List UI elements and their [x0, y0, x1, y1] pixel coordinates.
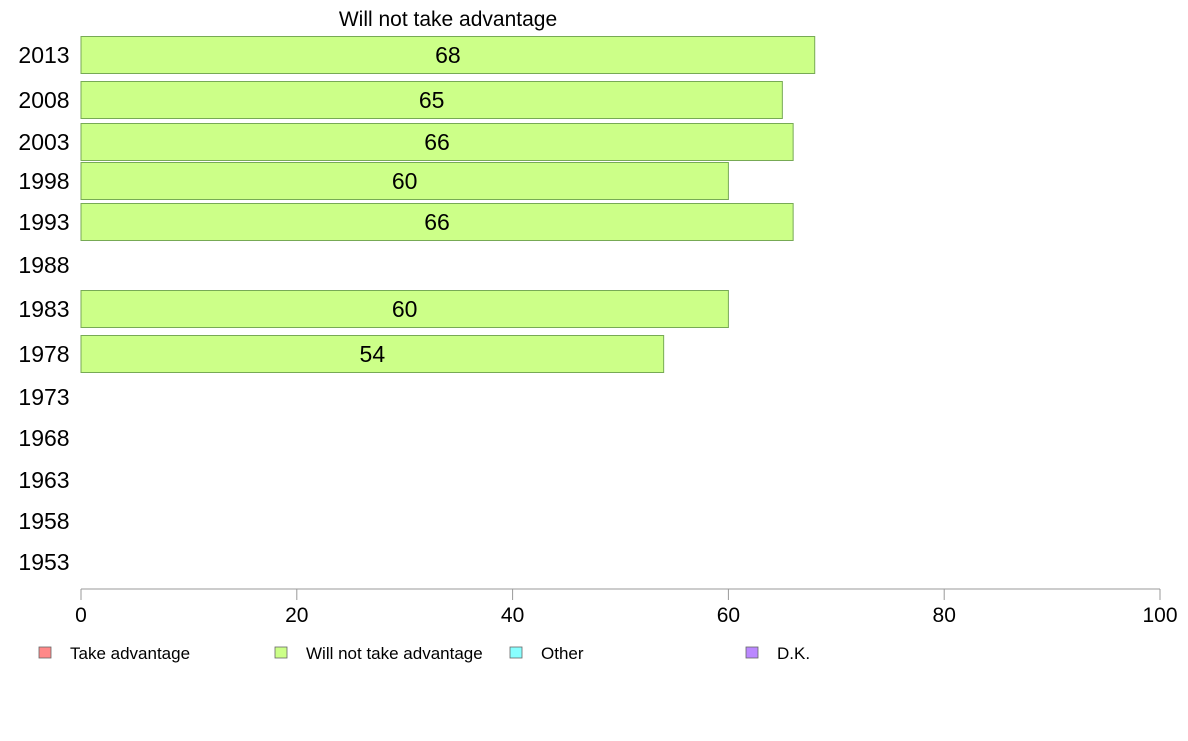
x-tick-label: 60: [717, 604, 740, 627]
y-tick-label: 1998: [18, 168, 69, 194]
legend-label: Will not take advantage: [306, 644, 483, 663]
legend-swatch: [274, 646, 288, 659]
y-tick-label: 1993: [18, 209, 69, 235]
y-tick-label: 2013: [18, 42, 69, 68]
y-tick-label: 1983: [18, 296, 69, 322]
chart-title: Will not take advantage: [339, 8, 557, 31]
x-tick-label: 40: [501, 604, 524, 627]
y-tick-label: 1953: [18, 549, 69, 575]
y-tick-label: 1973: [18, 384, 69, 410]
bar: [80, 81, 783, 119]
x-tick-label: 0: [75, 604, 87, 627]
legend-swatch: [38, 646, 52, 659]
y-tick-label: 1988: [18, 252, 69, 278]
y-tick-label: 1958: [18, 508, 69, 534]
bar: [80, 162, 729, 200]
legend-label: Take advantage: [70, 644, 190, 663]
x-tick-label: 80: [933, 604, 956, 627]
legend-label: Other: [541, 644, 584, 663]
data-label: 68: [435, 42, 461, 68]
bar: [80, 335, 665, 373]
data-label: 60: [392, 168, 418, 194]
y-axis-labels: 2013 2008 2003 1998 1993 1988 1983 1978 1973 1968…: [18, 42, 69, 575]
bar: [80, 290, 729, 328]
y-tick-label: 2008: [18, 87, 69, 113]
legend-swatch: [745, 646, 759, 659]
bar: [80, 36, 816, 74]
legend-label: D.K.: [777, 644, 810, 663]
legend: Take advantage Will not take advantage Oth…: [38, 644, 810, 663]
data-label: 66: [424, 129, 450, 155]
y-tick-label: 2003: [18, 129, 69, 155]
data-label: 66: [424, 209, 450, 235]
data-label: 60: [392, 296, 418, 322]
x-axis: 0 20 40 60 80 100: [75, 588, 1178, 627]
x-tick-label: 100: [1142, 604, 1177, 627]
y-tick-label: 1963: [18, 467, 69, 493]
bar: [80, 123, 794, 161]
data-label: 65: [419, 87, 445, 113]
y-tick-label: 1968: [18, 425, 69, 451]
data-label: 54: [360, 341, 386, 367]
bar: [80, 203, 794, 241]
y-tick-label: 1978: [18, 341, 69, 367]
legend-swatch: [509, 646, 523, 659]
x-tick-label: 20: [285, 604, 308, 627]
